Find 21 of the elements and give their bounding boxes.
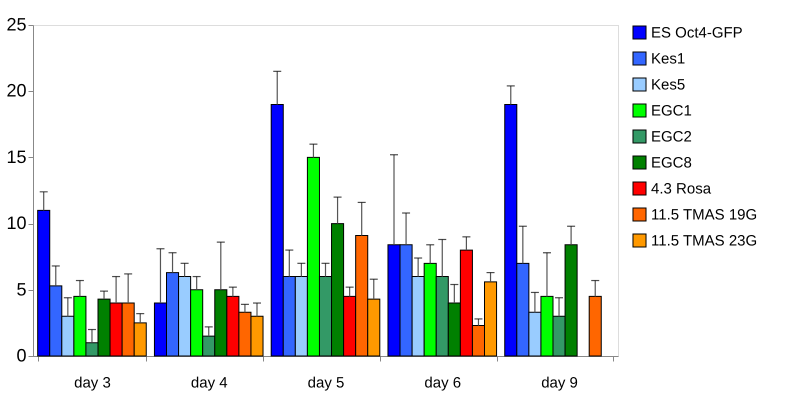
y-tick-label: 0 [16, 346, 26, 366]
x-tick-label: day 6 [424, 374, 462, 392]
y-tick-label: 25 [6, 14, 26, 34]
legend-label: 4.3 Rosa [651, 180, 712, 198]
x-tick-label: day 4 [190, 374, 228, 392]
x-tick-label: day 9 [541, 374, 578, 392]
legend-label: Kes1 [651, 50, 686, 68]
x-tick-label: day 3 [74, 374, 111, 392]
x-tick-label: day 5 [308, 374, 344, 392]
y-tick-label: 5 [16, 279, 26, 300]
legend-label: EGC2 [651, 128, 692, 146]
legend-label: ES Oct4-GFP [651, 24, 743, 42]
legend-label: EGC8 [651, 154, 692, 172]
legend-label: EGC1 [651, 102, 692, 120]
legend-label: 11.5 TMAS 19G [651, 206, 758, 224]
legend-label: 11.5 TMAS 23G [651, 232, 758, 250]
y-tick-label: 10 [6, 213, 26, 234]
y-tick-label: 15 [6, 146, 26, 167]
legend-label: Kes5 [651, 76, 686, 94]
y-tick-label: 20 [6, 80, 26, 101]
bar [588, 296, 602, 356]
